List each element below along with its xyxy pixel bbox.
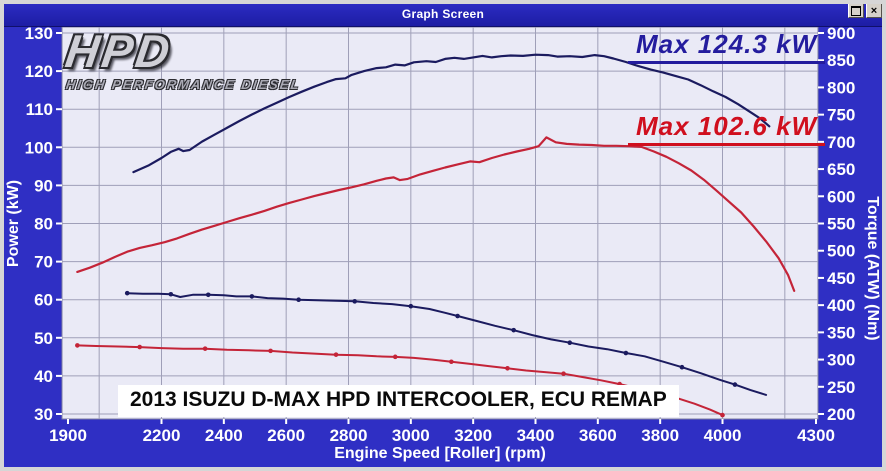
svg-text:40: 40	[34, 367, 53, 386]
svg-text:500: 500	[827, 242, 855, 261]
svg-text:80: 80	[34, 215, 53, 234]
svg-text:130: 130	[25, 24, 53, 43]
restore-icon	[851, 5, 861, 16]
max-power-annotation-blue: Max 124.3 kW	[628, 29, 826, 64]
svg-text:90: 90	[34, 176, 53, 195]
max-power-annotation-red: Max 102.6 kW	[628, 111, 826, 146]
svg-text:2400: 2400	[205, 426, 243, 445]
grid-lines	[62, 27, 818, 419]
svg-text:600: 600	[827, 187, 855, 206]
svg-text:650: 650	[827, 160, 855, 179]
svg-text:1900: 1900	[49, 426, 87, 445]
svg-text:200: 200	[827, 405, 855, 424]
svg-text:800: 800	[827, 78, 855, 97]
svg-text:3400: 3400	[517, 426, 555, 445]
svg-text:3000: 3000	[392, 426, 430, 445]
svg-text:300: 300	[827, 351, 855, 370]
svg-text:4000: 4000	[704, 426, 742, 445]
svg-text:60: 60	[34, 291, 53, 310]
svg-text:2200: 2200	[143, 426, 181, 445]
close-button[interactable]: ×	[866, 3, 882, 18]
svg-text:250: 250	[827, 378, 855, 397]
title-bar: Graph Screen	[4, 4, 882, 27]
svg-text:3600: 3600	[579, 426, 617, 445]
svg-text:750: 750	[827, 106, 855, 125]
torque-axis-ticks: 900 850 800 750 700 650 600 550 500 450 400 350 300 2…	[818, 24, 855, 424]
svg-text:900: 900	[827, 24, 855, 43]
close-icon: ×	[870, 4, 878, 17]
svg-text:100: 100	[25, 138, 53, 157]
svg-text:2800: 2800	[330, 426, 368, 445]
torque-blue-curve	[124, 290, 768, 396]
svg-text:3800: 3800	[641, 426, 679, 445]
svg-text:4300: 4300	[797, 426, 835, 445]
power-axis-label: Power (kW)	[5, 180, 22, 267]
rpm-axis-label: Engine Speed [Roller] (rpm)	[334, 445, 546, 462]
vehicle-caption: 2013 ISUZU D-MAX HPD INTERCOOLER, ECU RE…	[118, 385, 679, 417]
svg-text:450: 450	[827, 269, 855, 288]
svg-text:850: 850	[827, 51, 855, 70]
svg-text:550: 550	[827, 215, 855, 234]
torque-axis-label: Torque (ATW) (Nm)	[864, 196, 881, 340]
svg-text:700: 700	[827, 133, 855, 152]
svg-text:350: 350	[827, 323, 855, 342]
svg-text:110: 110	[26, 100, 53, 119]
svg-text:400: 400	[827, 296, 855, 315]
svg-text:2600: 2600	[267, 426, 305, 445]
svg-text:30: 30	[34, 405, 53, 424]
restore-button[interactable]	[848, 3, 864, 18]
power-blue-curve	[132, 53, 771, 174]
svg-text:70: 70	[34, 253, 53, 272]
power-axis-ticks: 130 120 110 100 90 80 70 60 50 40 30	[25, 24, 62, 424]
svg-text:120: 120	[25, 62, 53, 81]
power-red-curve	[76, 136, 796, 292]
rpm-axis-ticks: 1900 2200 2400 2600 2800 3000 3200 3400 3600 3800…	[49, 419, 835, 445]
svg-text:50: 50	[34, 329, 53, 348]
window-title: Graph Screen	[401, 7, 485, 21]
svg-text:3200: 3200	[454, 426, 492, 445]
